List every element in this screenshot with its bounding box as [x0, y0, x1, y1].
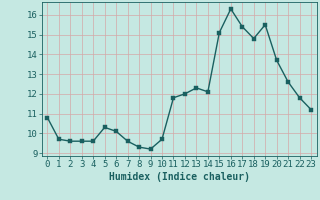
X-axis label: Humidex (Indice chaleur): Humidex (Indice chaleur) — [109, 172, 250, 182]
